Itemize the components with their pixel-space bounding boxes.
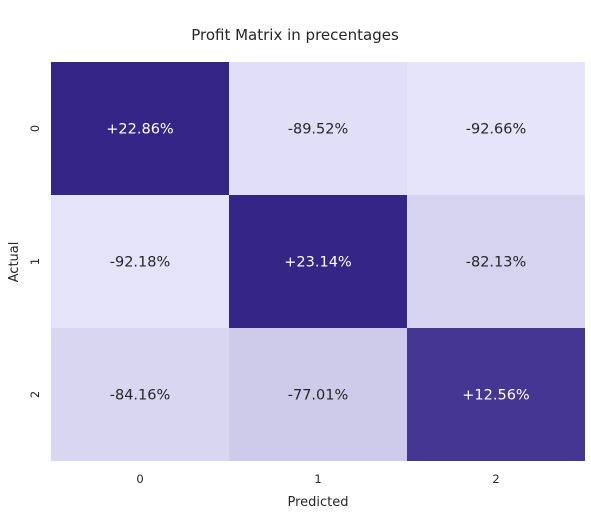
chart-title: Profit Matrix in precentages xyxy=(191,26,399,44)
heatmap-cell-label-0-1: -89.52% xyxy=(288,122,349,138)
x-axis-label: Predicted xyxy=(287,495,348,510)
x-tick-label-0: 0 xyxy=(136,472,143,486)
heatmap-cell-label-0-0: +22.86% xyxy=(106,122,173,138)
y-tick-label-2: 2 xyxy=(28,391,42,398)
heatmap-cell-0-0 xyxy=(51,62,229,195)
heatmap-cell-2-1 xyxy=(229,328,407,461)
x-tick-label-1: 1 xyxy=(314,472,321,486)
heatmap-cell-label-1-0: -92.18% xyxy=(110,255,171,271)
heatmap-cell-2-2 xyxy=(407,328,585,461)
heatmap-cell-0-1 xyxy=(229,62,407,195)
heatmap-cell-1-1 xyxy=(229,195,407,328)
y-axis-label: Actual xyxy=(7,242,22,283)
heatmap-cell-0-2 xyxy=(407,62,585,195)
heatmap-cell-label-2-0: -84.16% xyxy=(110,388,171,404)
heatmap-cell-1-0 xyxy=(51,195,229,328)
x-tick-label-2: 2 xyxy=(492,472,499,486)
y-tick-label-0: 0 xyxy=(28,125,42,132)
heatmap-cell-label-1-1: +23.14% xyxy=(284,255,351,271)
heatmap-cells: +22.86% -89.52% -92.66% -92.18% +23.14% -82.1… xyxy=(51,62,585,461)
heatmap-cell-label-1-2: -82.13% xyxy=(466,255,527,271)
heatmap-cell-label-2-2: +12.56% xyxy=(462,388,529,404)
heatmap-cell-1-2 xyxy=(407,195,585,328)
heatmap-cell-2-0 xyxy=(51,328,229,461)
y-tick-label-1: 1 xyxy=(28,258,42,265)
heatmap-cell-label-0-2: -92.66% xyxy=(466,122,527,138)
heatmap-cell-label-2-1: -77.01% xyxy=(288,388,349,404)
x-axis-ticks: 0 1 2 xyxy=(136,472,499,486)
y-axis-ticks: 0 1 2 xyxy=(28,125,42,398)
